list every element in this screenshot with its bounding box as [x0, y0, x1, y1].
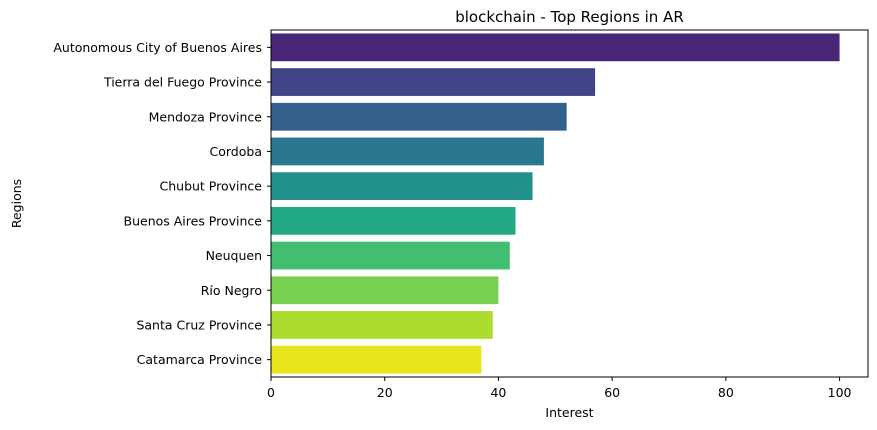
y-tick-label: Chubut Province — [160, 179, 263, 194]
y-tick-label: Cordoba — [210, 144, 262, 159]
x-tick-label: 0 — [267, 385, 275, 400]
chart-title: blockchain - Top Regions in AR — [455, 8, 684, 26]
bar — [271, 68, 596, 96]
bar — [271, 102, 567, 131]
y-tick-label: Catamarca Province — [137, 352, 263, 367]
y-tick-label: Río Negro — [201, 283, 262, 298]
x-tick-label: 40 — [490, 385, 506, 400]
y-tick-label: Neuquen — [206, 248, 262, 263]
bar — [271, 206, 516, 235]
y-tick-label: Autonomous City of Buenos Aires — [53, 40, 262, 55]
bar — [271, 311, 493, 339]
x-axis-ticks: 0 20 40 60 80 100 — [267, 377, 852, 400]
x-tick-label: 60 — [604, 385, 620, 400]
y-axis-ticks: Autonomous City of Buenos Aires Tierra de… — [53, 40, 271, 367]
plot-frame — [270, 29, 869, 378]
y-axis-title: Regions — [9, 179, 24, 228]
bar — [271, 137, 544, 166]
bar — [271, 276, 499, 305]
bar — [271, 345, 482, 374]
y-tick-label: Mendoza Province — [149, 109, 263, 124]
x-tick-label: 80 — [718, 385, 734, 400]
bars-group — [271, 33, 840, 374]
x-tick-label: 20 — [377, 385, 393, 400]
x-tick-label: 100 — [828, 385, 852, 400]
y-tick-label: Tierra del Fuego Province — [103, 75, 262, 90]
y-tick-label: Santa Cruz Province — [136, 317, 262, 332]
y-tick-label: Buenos Aires Province — [124, 213, 263, 228]
bar — [271, 33, 840, 62]
bar — [271, 172, 533, 201]
bar — [271, 241, 510, 270]
x-axis-title: Interest — [545, 405, 593, 420]
